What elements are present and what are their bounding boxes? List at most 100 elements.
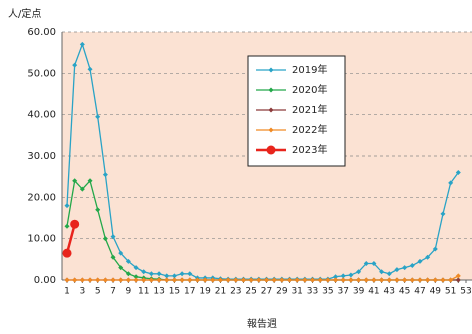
- data-point: [210, 277, 216, 283]
- data-point: [87, 277, 93, 283]
- x-tick-label: 45: [399, 287, 410, 297]
- y-tick-label: 60.00: [27, 27, 56, 38]
- data-point: [417, 258, 423, 264]
- data-point: [363, 260, 369, 266]
- x-tick-label: 35: [322, 287, 333, 297]
- x-tick-label: 21: [215, 287, 226, 297]
- data-point: [171, 277, 177, 283]
- data-point: [102, 236, 108, 242]
- data-point: [95, 207, 101, 213]
- data-point: [248, 277, 254, 283]
- data-point: [179, 271, 185, 277]
- data-point: [279, 277, 285, 283]
- data-point: [95, 277, 101, 283]
- data-point: [179, 277, 185, 283]
- data-point: [455, 170, 461, 176]
- data-point: [432, 246, 438, 252]
- x-tick-label: 27: [261, 287, 272, 297]
- legend-marker: [268, 87, 274, 93]
- x-tick-label: 39: [353, 287, 365, 297]
- data-point: [409, 263, 415, 269]
- data-point: [194, 277, 200, 283]
- data-point: [440, 211, 446, 217]
- x-tick-label: 31: [291, 287, 302, 297]
- y-tick-label: 50.00: [27, 68, 56, 79]
- series-line: [67, 275, 459, 281]
- data-point: [455, 277, 461, 283]
- data-point: [148, 277, 154, 283]
- data-point: [62, 248, 72, 258]
- data-point: [64, 277, 70, 283]
- x-tick-label: 17: [184, 287, 195, 297]
- data-point: [394, 277, 400, 283]
- data-point: [325, 277, 331, 283]
- data-point: [271, 277, 277, 283]
- data-point: [417, 277, 423, 283]
- data-point: [102, 172, 108, 178]
- series-line: [66, 42, 459, 280]
- y-tick-label: 0.00: [34, 275, 56, 286]
- x-tick-label: 11: [138, 287, 149, 297]
- data-point: [217, 277, 223, 283]
- data-point: [87, 66, 93, 72]
- data-point: [164, 273, 170, 279]
- x-tick-label: 29: [276, 287, 288, 297]
- data-point: [448, 277, 454, 283]
- data-point: [317, 277, 323, 283]
- data-point: [432, 277, 438, 283]
- y-tick-label: 40.00: [27, 110, 56, 121]
- data-point: [133, 265, 139, 271]
- x-tick-label: 49: [430, 287, 442, 297]
- data-point: [409, 277, 415, 283]
- data-point: [310, 277, 316, 283]
- x-tick-label: 15: [169, 287, 180, 297]
- x-tick-label: 25: [245, 287, 256, 297]
- data-point: [133, 277, 139, 283]
- data-point: [87, 178, 93, 184]
- data-point: [64, 203, 70, 209]
- y-axis-label: 人/定点: [8, 7, 41, 20]
- data-point: [187, 277, 193, 283]
- data-point: [240, 277, 246, 283]
- legend-box: [247, 55, 346, 167]
- x-tick-label: 41: [368, 287, 379, 297]
- x-tick-label: 3: [79, 287, 85, 297]
- x-tick-label: 37: [338, 287, 349, 297]
- data-point: [187, 271, 193, 277]
- data-point: [425, 277, 431, 283]
- data-point: [133, 274, 139, 280]
- data-point: [72, 277, 78, 283]
- data-point: [455, 273, 461, 279]
- data-point: [110, 234, 116, 240]
- data-point: [356, 277, 362, 283]
- data-point: [156, 277, 162, 283]
- data-point: [79, 277, 85, 283]
- data-point: [202, 277, 208, 283]
- data-point: [348, 272, 354, 278]
- data-point: [333, 274, 339, 280]
- data-point: [141, 277, 147, 283]
- data-point: [102, 277, 108, 283]
- x-tick-label: 5: [95, 287, 101, 297]
- legend: 2019年 2020年 2021年 2022年 2023年: [247, 55, 346, 167]
- x-tick-label: 13: [153, 287, 164, 297]
- data-point: [70, 219, 80, 229]
- legend-label: 2021年: [292, 103, 327, 116]
- data-point: [64, 223, 70, 229]
- data-point: [125, 258, 131, 264]
- data-point: [402, 277, 408, 283]
- data-point: [302, 277, 308, 283]
- data-point: [333, 277, 339, 283]
- data-point: [72, 178, 78, 184]
- x-tick-label: 53: [460, 287, 471, 297]
- data-point: [233, 277, 239, 283]
- data-point: [125, 271, 131, 277]
- data-point: [164, 277, 170, 283]
- legend-label: 2023年: [292, 143, 327, 156]
- x-tick-label: 47: [414, 287, 425, 297]
- data-point: [72, 62, 78, 68]
- data-point: [348, 277, 354, 283]
- x-tick-label: 43: [384, 287, 395, 297]
- legend-label: 2019年: [292, 63, 327, 76]
